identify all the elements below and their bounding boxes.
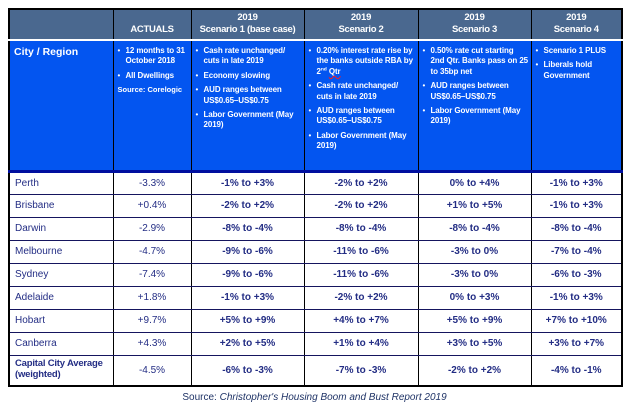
city-name: Sydney — [8, 262, 114, 287]
col-year: 2019 — [237, 12, 258, 24]
scenario-2-value: -2% to +2% — [303, 170, 419, 195]
col-year: 2019 — [464, 12, 485, 24]
city-name: Canberra — [8, 331, 114, 356]
scenario-4-value: -7% to -4% — [530, 239, 623, 264]
scenario-3-value: 0% to +4% — [417, 170, 532, 195]
scenario-3-value: 0% to +3% — [417, 285, 532, 310]
col-title: Scenario 4 — [553, 23, 599, 35]
scenario-2-value: +4% to +7% — [303, 308, 419, 333]
scenario-1-assumptions-cell: • Cash rate unchanged/ cuts in late 2019 •… — [190, 39, 305, 173]
actuals-value: +4.3% — [112, 331, 192, 356]
bullet-list: • 0.50% rate cut starting 2nd Qtr. Banks … — [422, 46, 529, 126]
scenario-1-value: -6% to -3% — [190, 354, 305, 387]
city-region-header-cell: City / Region — [8, 39, 114, 173]
source-label: Source: — [182, 392, 220, 403]
scenario-4-value: -6% to -3% — [530, 262, 623, 287]
table-header-row: ACTUALS 2019 Scenario 1 (base case) 2019… — [8, 8, 623, 41]
scenario-2-value: -2% to +2% — [303, 193, 419, 218]
actuals-value: -4.5% — [112, 354, 192, 387]
scenario-4-value: +7% to +10% — [530, 308, 623, 333]
scenario-2-value: -8% to -4% — [303, 216, 419, 241]
scenario-1-value: -1% to +3% — [190, 285, 305, 310]
city-name: Hobart — [8, 308, 114, 333]
table-row-canberra: Canberra +4.3% +2% to +5% +1% to +4% +3%… — [8, 331, 623, 356]
scenario-4-assumptions-cell: • Scenario 1 PLUS • Liberals hold Governmen… — [530, 39, 623, 173]
source-line: Source: Christopher's Housing Boom and B… — [8, 392, 621, 403]
table-row-brisbane: Brisbane +0.4% -2% to +2% -2% to +2% +1%… — [8, 193, 623, 218]
scenario-1-value: -1% to +3% — [190, 170, 305, 195]
source-title: Christopher's Housing Boom and Bust Repo… — [219, 392, 447, 403]
corner-cell — [8, 8, 114, 41]
col-header-scenario-3: 2019 Scenario 3 — [417, 8, 532, 41]
col-header-scenario-2: 2019 Scenario 2 — [303, 8, 419, 41]
scenario-2-value: +1% to +4% — [303, 331, 419, 356]
scenario-1-value: -9% to -6% — [190, 262, 305, 287]
scenario-3-value: -3% to 0% — [417, 239, 532, 264]
actuals-value: +1.8% — [112, 285, 192, 310]
table-row-hobart: Hobart +9.7% +5% to +9% +4% to +7% +5% t… — [8, 308, 623, 333]
scenario-3-assumptions-cell: • 0.50% rate cut starting 2nd Qtr. Banks … — [417, 39, 532, 173]
scenario-4-value: +3% to +7% — [530, 331, 623, 356]
scenario-2-value: -7% to -3% — [303, 354, 419, 387]
bullet-list: • 12 months to 31 October 2018 • All Dwelli… — [117, 46, 186, 80]
housing-forecast-table: ACTUALS 2019 Scenario 1 (base case) 2019… — [8, 8, 623, 387]
scenario-3-value: -2% to +2% — [417, 354, 532, 387]
city-name: Darwin — [8, 216, 114, 241]
scenario-4-value: -4% to -1% — [530, 354, 623, 387]
actuals-value: -2.9% — [112, 216, 192, 241]
actuals-value: +9.7% — [112, 308, 192, 333]
col-header-actuals: ACTUALS — [112, 8, 192, 41]
scenario-1-value: -9% to -6% — [190, 239, 305, 264]
table-row-adelaide: Adelaide +1.8% -1% to +3% -2% to +2% 0% … — [8, 285, 623, 310]
scenario-1-value: -8% to -4% — [190, 216, 305, 241]
city-name: Adelaide — [8, 285, 114, 310]
table-row-perth: Perth -3.3% -1% to +3% -2% to +2% 0% to … — [8, 170, 623, 195]
bullet-list: • Scenario 1 PLUS • Liberals hold Governmen… — [535, 46, 607, 80]
scenario-3-value: -3% to 0% — [417, 262, 532, 287]
scenario-2-value: -2% to +2% — [303, 285, 419, 310]
forecast-table-wrap: ACTUALS 2019 Scenario 1 (base case) 2019… — [8, 8, 623, 403]
scenario-2-value: -11% to -6% — [303, 262, 419, 287]
actuals-assumptions-cell: • 12 months to 31 October 2018 • All Dwelli… — [112, 39, 192, 173]
scenario-1-value: +5% to +9% — [190, 308, 305, 333]
scenario-3-value: +1% to +5% — [417, 193, 532, 218]
actuals-value: -7.4% — [112, 262, 192, 287]
bullet-list: • Cash rate unchanged/ cuts in late 2019 •… — [195, 46, 294, 130]
city-name: Brisbane — [8, 193, 114, 218]
scenario-4-value: -1% to +3% — [530, 285, 623, 310]
scenario-3-value: -8% to -4% — [417, 216, 532, 241]
bullet-list: • 0.20% interest rate rise by the banks o… — [308, 46, 414, 151]
col-header-scenario-4: 2019 Scenario 4 — [530, 8, 623, 41]
table-row-capital-city-average: Capital City Average (weighted) -4.5% -6… — [8, 354, 623, 387]
col-title: ACTUALS — [130, 23, 174, 35]
city-name: Capital City Average (weighted) — [8, 354, 114, 387]
actuals-value: -4.7% — [112, 239, 192, 264]
scenario-4-value: -1% to +3% — [530, 193, 623, 218]
assumptions-row: City / Region • 12 months to 31 October 2… — [8, 39, 623, 173]
scenario-4-value: -8% to -4% — [530, 216, 623, 241]
col-title: Scenario 1 (base case) — [199, 23, 296, 35]
table-row-darwin: Darwin -2.9% -8% to -4% -8% to -4% -8% t… — [8, 216, 623, 241]
col-title: Scenario 2 — [338, 23, 384, 35]
table-row-melbourne: Melbourne -4.7% -9% to -6% -11% to -6% -… — [8, 239, 623, 264]
table-row-sydney: Sydney -7.4% -9% to -6% -11% to -6% -3% … — [8, 262, 623, 287]
scenario-2-value: -11% to -6% — [303, 239, 419, 264]
scenario-1-value: +2% to +5% — [190, 331, 305, 356]
actuals-value: +0.4% — [112, 193, 192, 218]
scenario-4-value: -1% to +3% — [530, 170, 623, 195]
scenario-2-assumptions-cell: • 0.20% interest rate rise by the banks o… — [303, 39, 419, 173]
col-title: Scenario 3 — [451, 23, 498, 35]
col-year: 2019 — [350, 12, 372, 24]
scenario-3-value: +5% to +9% — [417, 308, 532, 333]
actuals-value: -3.3% — [112, 170, 192, 195]
col-year: 2019 — [566, 12, 587, 24]
city-name: Melbourne — [8, 239, 114, 264]
scenario-3-value: +3% to +5% — [417, 331, 532, 356]
scenario-1-value: -2% to +2% — [190, 193, 305, 218]
city-region-label: City / Region — [14, 46, 79, 58]
corelogic-source-note: Source: Corelogic — [117, 85, 183, 95]
col-header-scenario-1: 2019 Scenario 1 (base case) — [190, 8, 305, 41]
city-name: Perth — [8, 170, 114, 195]
